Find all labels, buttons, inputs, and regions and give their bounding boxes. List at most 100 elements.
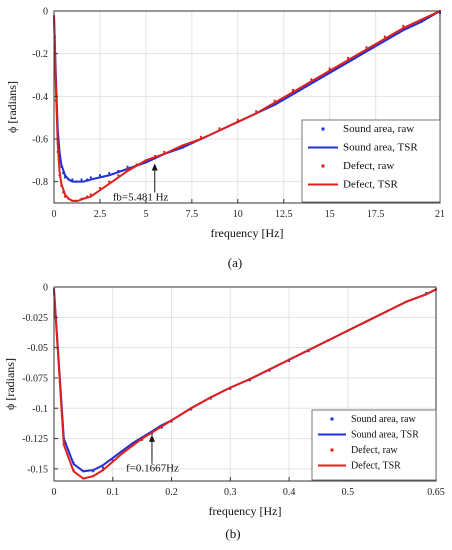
x-tick-label: 17.5 — [367, 209, 385, 220]
y-tick-label: -0.2 — [32, 49, 48, 60]
legend: Sound area, raw Sound area, TSR Defect, ra… — [301, 119, 441, 203]
x-tick-label: 7.5 — [186, 209, 199, 220]
x-tick-label: 21 — [435, 209, 445, 220]
x-tick-label: 0.1 — [107, 487, 120, 498]
legend-label: Sound area, TSR — [351, 430, 419, 441]
plot-frame — [53, 10, 441, 204]
x-tick-label: 0 — [52, 487, 57, 498]
y-tick-label: -0.1 — [32, 404, 48, 415]
data-point — [86, 178, 89, 181]
data-point — [80, 178, 83, 181]
x-tick-label: 12.5 — [275, 209, 293, 220]
data-point — [229, 387, 232, 390]
legend-label: Sound area, TSR — [343, 142, 418, 154]
data-point — [160, 426, 163, 429]
data-point — [273, 99, 276, 102]
data-point — [402, 24, 405, 27]
data-point — [64, 176, 67, 179]
panel-b: 0 0.1 0.2 0.3 0.4 0.5 0.65 0 -0.025 -0.05 -0.075 -0… — [3, 283, 445, 542]
panel-caption: (a) — [228, 255, 242, 270]
data-point — [92, 470, 95, 473]
data-point — [108, 172, 111, 175]
x-tick-label: 10 — [233, 209, 243, 220]
legend-label: Defect, TSR — [343, 179, 398, 191]
legend-box — [311, 409, 437, 481]
panel-a: 0 2.5 5 7.5 10 12.5 15 17.5 21 0 -0.2 -0.4 -0.6 -0.8 f… — [5, 7, 445, 271]
annotation-arrowhead — [148, 434, 155, 442]
y-tick-label: 0 — [43, 283, 48, 294]
data-point — [98, 174, 101, 177]
data-point — [236, 118, 239, 121]
legend-point-swatch — [321, 164, 325, 168]
data-point — [255, 110, 258, 113]
legend-label: Sound area, raw — [351, 414, 416, 425]
data-point — [62, 172, 65, 175]
x-tick-label: 15 — [325, 209, 335, 220]
data-point — [71, 178, 74, 181]
data-point — [307, 350, 310, 353]
x-tick-label: 0.3 — [224, 487, 237, 498]
data-point — [64, 195, 67, 198]
data-point — [126, 165, 129, 168]
legend-box — [301, 119, 441, 203]
data-point — [154, 155, 157, 158]
legend-label: Sound area, raw — [343, 123, 414, 135]
y-tick-label: -0.05 — [27, 343, 48, 354]
y-tick-label: -0.125 — [22, 434, 48, 445]
legend-label: Defect, raw — [351, 445, 398, 456]
data-point — [347, 56, 350, 59]
y-tick-label: -0.4 — [32, 92, 48, 103]
series-line — [53, 288, 437, 480]
data-point — [328, 67, 331, 70]
x-tick-label: 0.5 — [342, 487, 355, 498]
data-point — [117, 174, 120, 177]
legend-point-swatch — [330, 417, 334, 421]
data-point — [126, 167, 129, 170]
data-point — [150, 432, 153, 435]
y-tick-label: -0.8 — [32, 177, 48, 188]
y-tick-label: 0 — [43, 7, 48, 18]
legend-point-swatch — [330, 448, 334, 452]
x-tick-label: 0.2 — [165, 487, 178, 498]
data-point — [291, 88, 294, 91]
data-point — [108, 180, 111, 183]
annotation-label: fb=5.481 Hz — [113, 191, 169, 203]
data-point — [425, 292, 428, 295]
data-point — [170, 420, 173, 423]
data-point — [190, 408, 193, 411]
x-tick-label: 5 — [143, 209, 148, 220]
data-point — [98, 187, 101, 190]
annotation-label: f=0.1667Hz — [126, 463, 179, 475]
data-point — [218, 127, 221, 130]
legend-point-swatch — [321, 127, 325, 131]
data-point — [89, 193, 92, 196]
legend-label: Defect, TSR — [351, 461, 401, 472]
legend: Sound area, raw Sound area, TSR Defect, ra… — [311, 409, 437, 481]
y-axis-label: ϕ [radians] — [3, 358, 17, 410]
y-tick-label: -0.15 — [27, 464, 48, 475]
data-point — [117, 170, 120, 172]
data-point — [200, 135, 203, 138]
series-line-path — [53, 10, 441, 202]
series-line — [53, 10, 441, 202]
data-point — [62, 191, 65, 194]
annotation-arrowhead — [151, 163, 158, 171]
data-point — [163, 150, 166, 153]
x-tick-label: 2.5 — [94, 209, 107, 220]
series-line-path — [53, 288, 437, 480]
x-axis-label: frequency [Hz] — [211, 226, 284, 240]
y-tick-label: -0.075 — [22, 373, 48, 384]
panel-caption: (b) — [225, 526, 240, 541]
legend-label: Defect, raw — [343, 160, 394, 172]
data-point — [288, 359, 291, 362]
x-tick-label: 0.65 — [427, 487, 445, 498]
plot-frame — [53, 286, 437, 482]
data-point — [86, 195, 89, 198]
x-tick-label: 0 — [52, 209, 57, 220]
data-point — [310, 78, 313, 81]
data-point — [383, 35, 386, 38]
x-axis-label: frequency [Hz] — [209, 504, 282, 518]
data-point — [268, 369, 271, 372]
data-point — [209, 397, 212, 400]
